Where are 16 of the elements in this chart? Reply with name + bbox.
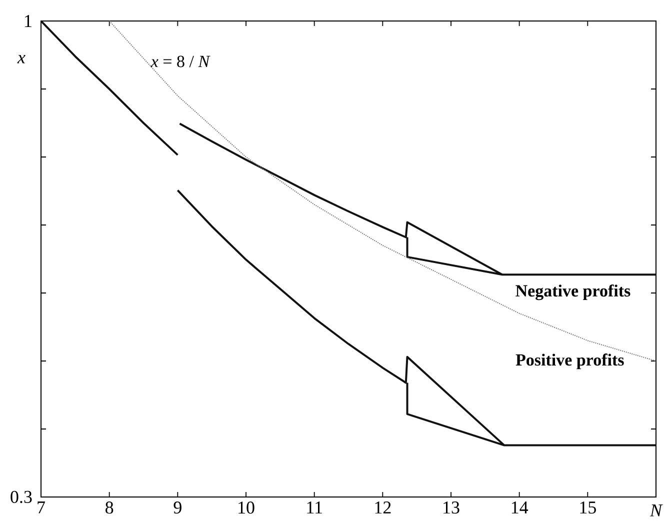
x-tick-label: 10 — [238, 502, 254, 514]
x-tick-label: 12 — [375, 502, 391, 514]
x-tick-label: 8 — [106, 502, 114, 514]
annotation: x = 8 / N — [150, 56, 210, 68]
x-tick-label: 7 — [38, 502, 45, 514]
annotation: Negative profits — [516, 284, 630, 300]
x-tick-label: 9 — [174, 502, 182, 514]
y-axis-title: x — [17, 54, 26, 64]
x-tick-label: 11 — [307, 502, 322, 514]
y-tick-label: 1 — [25, 15, 32, 27]
x-tick-label: 14 — [512, 502, 528, 514]
y-tick-label: 0.3 — [10, 490, 32, 504]
x-tick-label: 13 — [444, 502, 460, 514]
x-tick-label: 15 — [580, 502, 596, 514]
annotation: Positive profits — [516, 354, 624, 370]
x-axis-title: N — [650, 504, 663, 516]
